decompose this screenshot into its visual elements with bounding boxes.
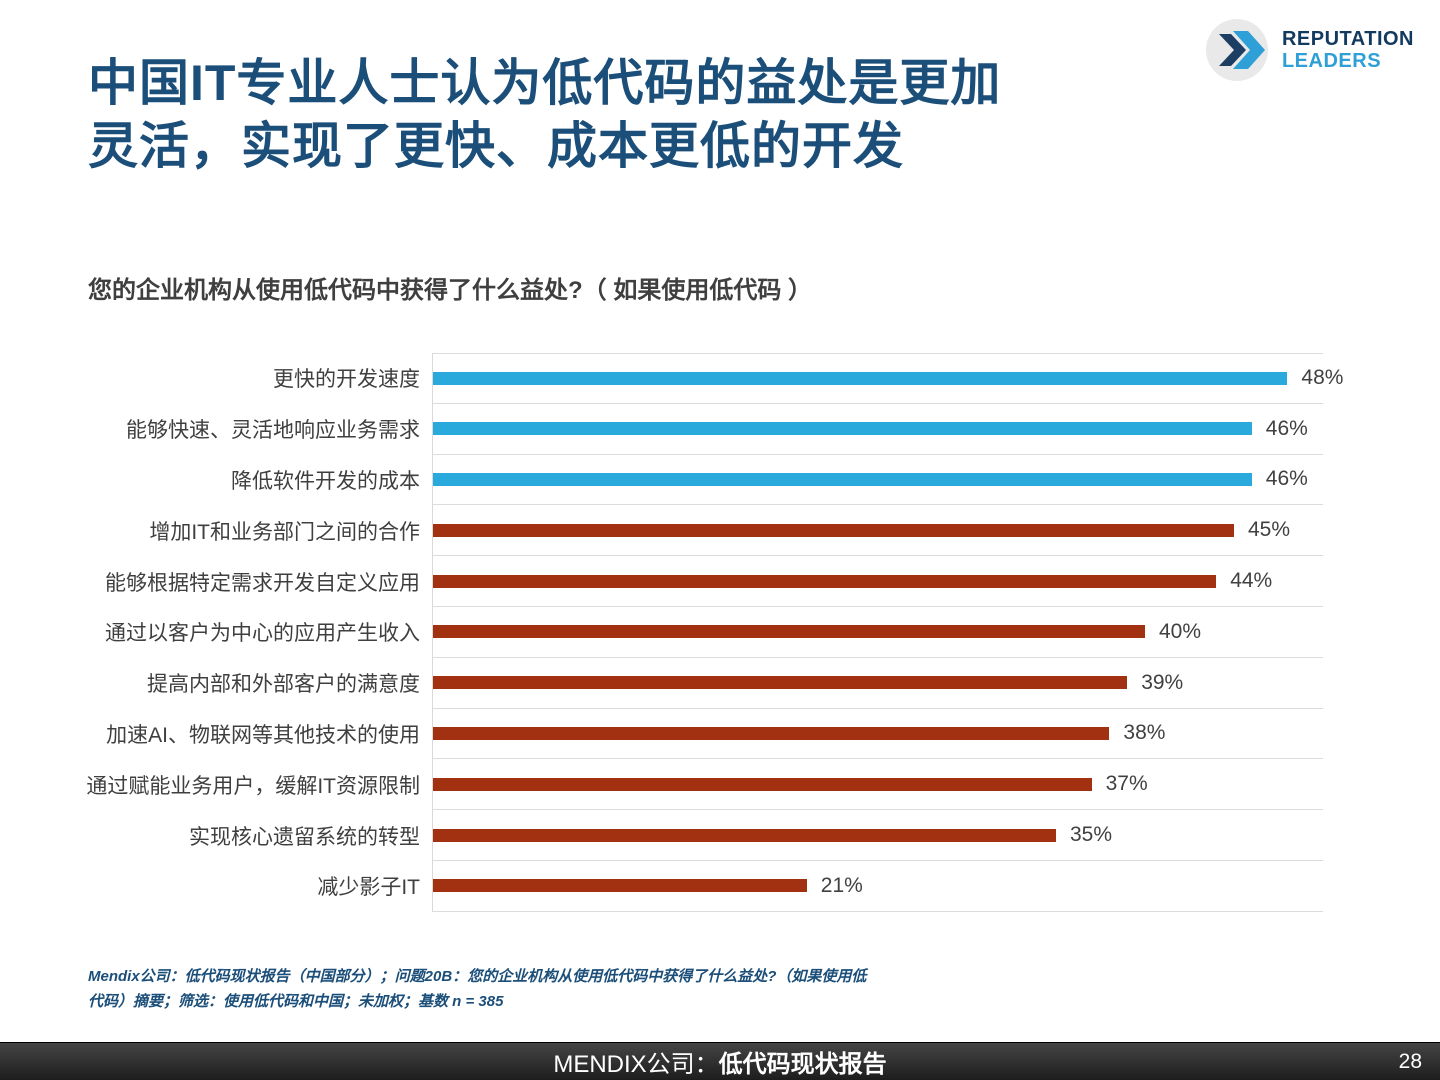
category-label: 减少影子IT [317,876,420,900]
double-chevron-icon [1205,19,1268,81]
bar-value-label: 35% [1070,823,1113,847]
page-title: 中国IT专业人士认为低代码的益处是更加 灵活，实现了更快、成本更低的开发 [88,52,1148,178]
bar [433,777,1092,791]
bar-value-label: 21% [820,873,863,897]
bar-value-label: 38% [1123,721,1166,745]
bar-value-label: 46% [1265,467,1308,491]
bar-row: 37% [432,759,1323,811]
category-label: 加速AI、物联网等其他技术的使用 [106,723,420,747]
page-title-line1: 中国IT专业人士认为低代码的益处是更加 [88,55,1002,111]
category-label: 降低软件开发的成本 [231,469,420,493]
footer-brand-report: 低代码现状报告 [718,1051,887,1078]
logo-wordmark: REPUTATION LEADERS [1282,28,1414,72]
footer-bar: MENDIX公司：低代码现状报告 28 [0,1042,1440,1080]
bar-chart: 更快的开发速度 48% 能够快速、灵活地响应业务需求 46% 降低软件开发的成本 46% 增… [62,353,1343,912]
source-footnote-line2: 代码）摘要；筛选：使用低代码和中国；未加权；基数 n = 385 [88,993,504,1010]
footer-brand: MENDIX公司：低代码现状报告 [553,1044,886,1079]
category-label: 能够根据特定需求开发自定义应用 [105,571,420,595]
bar [433,371,1288,385]
logo-line-leaders: LEADERS [1281,50,1382,72]
survey-question: 您的企业机构从使用低代码中获得了什么益处?（ 如果使用低代码 ） [88,277,812,304]
bar-row: 46% [432,454,1323,506]
bar-row: 45% [432,505,1323,557]
bar-row: 35% [432,810,1323,861]
bar [433,574,1217,588]
category-label: 实现核心遗留系统的转型 [189,825,420,849]
bar-value-label: 46% [1265,416,1308,440]
bar [433,472,1252,486]
category-label: 增加IT和业务部门之间的合作 [149,520,420,544]
category-label: 通过以客户为中心的应用产生收入 [105,622,420,646]
bar-value-label: 44% [1230,569,1273,593]
reputation-leaders-logo: REPUTATION LEADERS [1205,18,1414,82]
bar [433,726,1110,740]
bar-row: 48% [432,353,1343,404]
page-number: 28 [1398,1049,1422,1073]
bar [433,879,807,893]
source-footnote: Mendix公司：低代码现状报告（中国部分）；问题20B：您的企业机构从使用低代… [88,964,866,1014]
category-label: 更快的开发速度 [273,368,420,392]
category-label: 提高内部和外部客户的满意度 [147,673,420,697]
bar-value-label: 37% [1105,772,1148,796]
bar [433,676,1128,690]
footer-brand-company: MENDIX公司： [553,1051,719,1078]
logo-line-reputation: REPUTATION [1281,28,1414,50]
category-label: 通过赋能业务用户，缓解IT资源限制 [86,774,420,798]
bar-row: 38% [432,708,1323,760]
bar [433,523,1234,537]
bar-value-label: 48% [1301,366,1344,390]
bar [433,422,1252,436]
bar [433,625,1145,639]
page-title-line2: 灵活，实现了更快、成本更低的开发 [88,118,904,174]
bar-row: 21% [432,860,1323,912]
bar-value-label: 40% [1159,619,1202,643]
bar-value-label: 45% [1248,518,1291,542]
source-footnote-line1: Mendix公司：低代码现状报告（中国部分）；问题20B：您的企业机构从使用低代… [88,968,867,985]
bar-row: 44% [432,556,1323,607]
bar-row: 39% [432,657,1323,709]
bar [433,828,1056,842]
bar-row: 40% [432,606,1323,658]
bar-row: 46% [432,403,1323,455]
bar-value-label: 39% [1141,670,1184,694]
category-label: 能够快速、灵活地响应业务需求 [126,419,420,443]
